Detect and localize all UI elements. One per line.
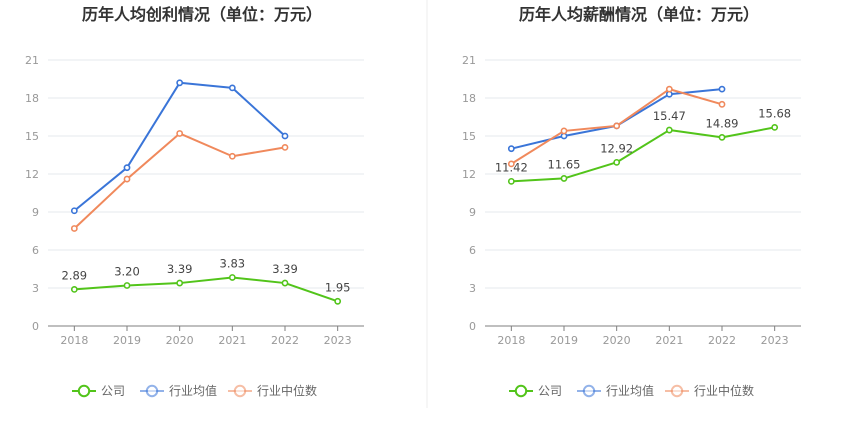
company-data-point[interactable] xyxy=(560,175,568,182)
y-tick-label: 3 xyxy=(32,282,39,295)
legend-marker xyxy=(670,384,684,398)
y-tick-label: 3 xyxy=(469,282,476,295)
x-tick-label: 2021 xyxy=(655,334,683,347)
y-tick-label: 12 xyxy=(462,168,476,181)
company-data-label: 14.89 xyxy=(706,116,739,130)
y-tick-label: 12 xyxy=(25,168,39,181)
x-tick-label: 2023 xyxy=(324,334,352,347)
y-tick-label: 9 xyxy=(32,206,39,219)
company-data-label: 1.95 xyxy=(325,280,351,294)
legend-item-industry-median[interactable]: 行业中位数 xyxy=(665,383,754,398)
legend-label: 行业均值 xyxy=(606,383,654,398)
industry-mean-data-point[interactable] xyxy=(123,164,131,172)
company-data-point[interactable] xyxy=(718,133,726,141)
x-tick-label: 2023 xyxy=(761,334,789,347)
company-data-label: 3.20 xyxy=(114,264,140,278)
salary-chart-panel: 历年人均薪酬情况（单位：万元） 0 3 6 9 12 15 18 21 2018 2019 2020 2… xyxy=(462,5,801,398)
company-data-label: 3.39 xyxy=(272,262,298,276)
x-tick-label: 2019 xyxy=(550,334,578,347)
company-data-point[interactable] xyxy=(228,274,236,281)
y-tick-label: 6 xyxy=(32,244,39,257)
company-data-label: 3.83 xyxy=(220,256,246,270)
y-tick-label: 0 xyxy=(469,320,476,333)
industry-median-data-point[interactable] xyxy=(228,152,236,160)
legend-item-company[interactable]: 公司 xyxy=(509,384,562,398)
company-data-label: 11.65 xyxy=(548,157,581,171)
industry-median-data-point[interactable] xyxy=(560,127,568,135)
company-data-point[interactable] xyxy=(70,285,78,293)
y-tick-label: 9 xyxy=(469,206,476,219)
y-tick-label: 21 xyxy=(25,54,39,67)
x-tick-label: 2018 xyxy=(497,334,525,347)
industry-mean-data-point[interactable] xyxy=(718,85,726,93)
profit-chart-panel: 历年人均创利情况（单位：万元） 0 3 6 9 12 15 18 21 2018 2019 2020 2… xyxy=(25,5,364,398)
company-data-label: 2.89 xyxy=(62,268,88,282)
y-tick-label: 15 xyxy=(25,130,39,143)
y-tick-label: 18 xyxy=(462,92,476,105)
industry-mean-data-point[interactable] xyxy=(281,132,289,140)
chart-title: 历年人均薪酬情况（单位：万元） xyxy=(519,5,759,24)
industry-median-data-point[interactable] xyxy=(507,160,515,168)
x-tick-label: 2019 xyxy=(113,334,141,347)
legend-marker xyxy=(145,384,159,398)
y-tick-label: 18 xyxy=(25,92,39,105)
company-data-point[interactable] xyxy=(665,126,673,134)
x-tick-label: 2021 xyxy=(218,334,246,347)
legend-label: 公司 xyxy=(101,384,125,398)
company-data-label: 15.68 xyxy=(758,106,791,120)
industry-mean-data-point[interactable] xyxy=(507,145,515,153)
industry-median-data-point[interactable] xyxy=(718,100,726,108)
x-tick-label: 2018 xyxy=(60,334,88,347)
legend-marker xyxy=(514,384,528,398)
chart-title: 历年人均创利情况（单位：万元） xyxy=(82,5,322,24)
legend-item-industry-mean[interactable]: 行业均值 xyxy=(577,383,654,398)
legend-label: 行业均值 xyxy=(169,383,217,398)
legend-marker xyxy=(582,384,596,398)
company-data-point[interactable] xyxy=(176,279,184,287)
company-series-line xyxy=(511,126,775,183)
industry-median-series-line xyxy=(73,132,286,230)
industry-median-data-point[interactable] xyxy=(123,175,131,183)
y-tick-label: 6 xyxy=(469,244,476,257)
legend-item-industry-median[interactable]: 行业中位数 xyxy=(228,383,317,398)
company-data-point[interactable] xyxy=(281,279,289,287)
company-data-point[interactable] xyxy=(613,158,621,166)
industry-median-data-point[interactable] xyxy=(613,122,621,130)
company-data-label: 11.42 xyxy=(495,160,528,174)
x-tick-label: 2020 xyxy=(166,334,194,347)
x-tick-label: 2022 xyxy=(271,334,299,347)
y-tick-label: 0 xyxy=(32,320,39,333)
industry-median-data-point[interactable] xyxy=(665,85,673,93)
company-data-label: 15.47 xyxy=(653,109,686,123)
industry-median-data-point[interactable] xyxy=(281,143,289,151)
company-data-point[interactable] xyxy=(771,123,779,131)
legend-marker xyxy=(233,384,247,398)
industry-mean-data-point[interactable] xyxy=(70,207,78,215)
company-data-label: 12.92 xyxy=(600,141,633,155)
y-tick-label: 15 xyxy=(462,130,476,143)
legend-marker xyxy=(77,384,91,398)
x-tick-label: 2022 xyxy=(708,334,736,347)
industry-mean-series-line xyxy=(73,81,286,212)
company-data-label: 3.39 xyxy=(167,262,193,276)
company-data-point[interactable] xyxy=(507,177,515,185)
x-tick-label: 2020 xyxy=(603,334,631,347)
legend-label: 行业中位数 xyxy=(257,383,317,398)
industry-median-data-point[interactable] xyxy=(70,225,78,232)
industry-mean-data-point[interactable] xyxy=(228,84,236,92)
industry-median-data-point[interactable] xyxy=(176,130,184,137)
y-tick-label: 21 xyxy=(462,54,476,67)
company-series-line xyxy=(74,276,338,303)
company-data-point[interactable] xyxy=(123,282,131,289)
legend-item-company[interactable]: 公司 xyxy=(72,384,125,398)
company-data-point[interactable] xyxy=(334,297,342,305)
legend-item-industry-mean[interactable]: 行业均值 xyxy=(140,383,217,398)
industry-mean-data-point[interactable] xyxy=(176,79,184,87)
legend-label: 公司 xyxy=(538,384,562,398)
legend-label: 行业中位数 xyxy=(694,383,754,398)
